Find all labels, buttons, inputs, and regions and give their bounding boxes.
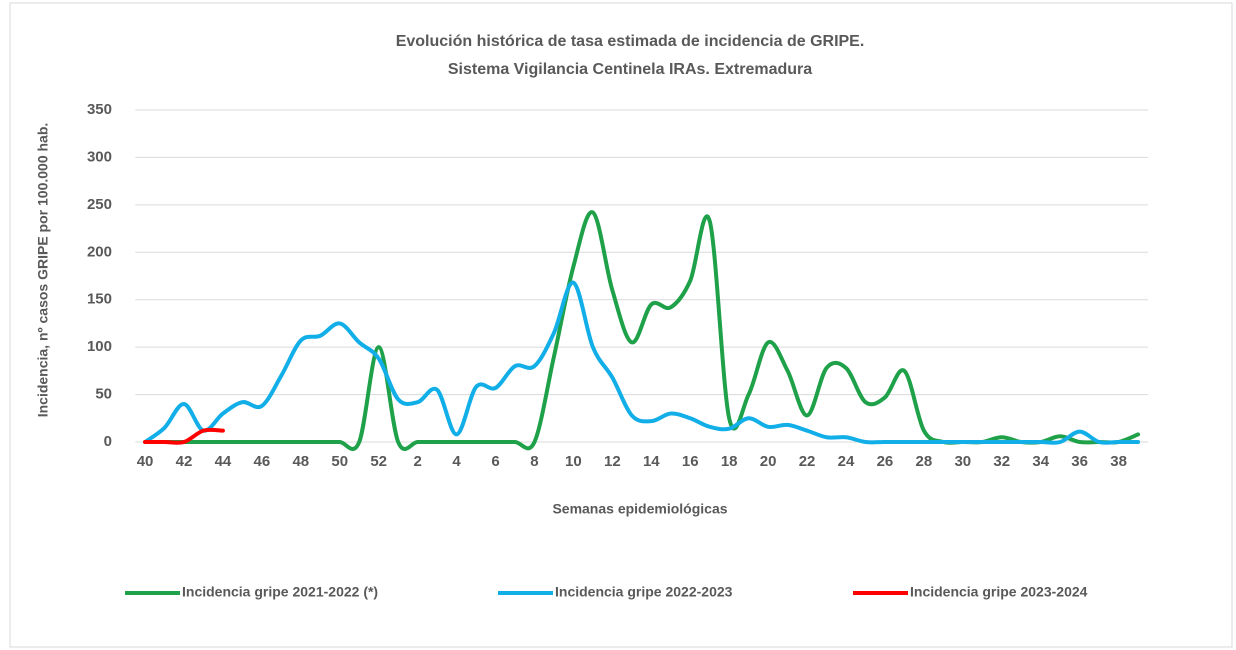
x-tick-label: 6 — [491, 453, 499, 470]
x-tick-label: 40 — [137, 453, 154, 470]
x-tick-label: 24 — [838, 453, 855, 470]
x-tick-label: 42 — [176, 453, 193, 470]
x-tick-label: 34 — [1032, 453, 1049, 470]
x-tick-label: 38 — [1110, 453, 1127, 470]
y-tick-label: 50 — [95, 386, 112, 403]
chart-title: Evolución histórica de tasa estimada de … — [396, 33, 865, 50]
y-tick-label: 300 — [87, 148, 112, 165]
legend-label: Incidencia gripe 2023-2024 — [910, 584, 1088, 600]
x-tick-label: 14 — [643, 453, 660, 470]
x-tick-label: 30 — [954, 453, 971, 470]
x-tick-label: 8 — [530, 453, 538, 470]
legend-label: Incidencia gripe 2022-2023 — [555, 584, 733, 600]
x-tick-label: 28 — [916, 453, 933, 470]
x-tick-label: 48 — [292, 453, 309, 470]
x-tick-label: 12 — [604, 453, 621, 470]
series-line — [143, 280, 1141, 445]
x-tick-label: 32 — [993, 453, 1010, 470]
legend-label: Incidencia gripe 2021-2022 (*) — [182, 584, 378, 600]
x-tick-label: 46 — [254, 453, 271, 470]
y-tick-label: 350 — [87, 101, 112, 118]
y-tick-label: 250 — [87, 196, 112, 213]
x-tick-label: 4 — [452, 453, 461, 470]
x-tick-label: 22 — [799, 453, 816, 470]
y-tick-label: 100 — [87, 338, 112, 355]
series-line — [143, 427, 225, 445]
x-tick-label: 50 — [331, 453, 348, 470]
x-tick-label: 44 — [215, 453, 232, 470]
x-tick-label: 16 — [682, 453, 699, 470]
x-tick-label: 36 — [1071, 453, 1088, 470]
x-tick-label: 18 — [721, 453, 738, 470]
y-tick-label: 0 — [104, 433, 112, 450]
x-axis-label: Semanas epidemiológicas — [552, 501, 727, 517]
y-tick-label: 200 — [87, 243, 112, 260]
chart-subtitle: Sistema Vigilancia Centinela IRAs. Extre… — [448, 61, 812, 78]
x-tick-label: 20 — [760, 453, 777, 470]
x-tick-label: 52 — [370, 453, 387, 470]
y-tick-label: 150 — [87, 291, 112, 308]
x-tick-label: 2 — [413, 453, 421, 470]
x-tick-label: 26 — [877, 453, 894, 470]
y-axis-label: Incidencia, nº casos GRIPE por 100.000 h… — [35, 123, 51, 418]
x-tick-label: 10 — [565, 453, 582, 470]
